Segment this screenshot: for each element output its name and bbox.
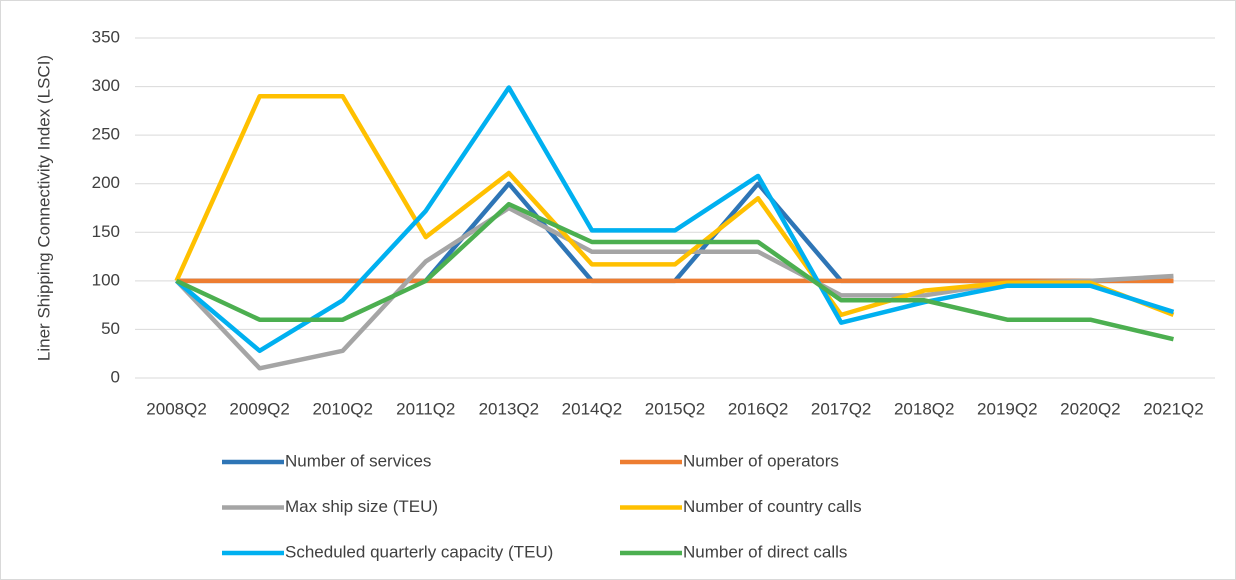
x-tick-label: 2013Q2	[479, 399, 540, 418]
y-tick-label: 0	[111, 367, 120, 386]
x-tick-label: 2019Q2	[977, 399, 1038, 418]
x-tick-label: 2018Q2	[894, 399, 955, 418]
x-tick-label: 2009Q2	[229, 399, 290, 418]
legend-label: Scheduled quarterly capacity (TEU)	[285, 542, 553, 561]
x-tick-label: 2021Q2	[1143, 399, 1204, 418]
x-tick-label: 2020Q2	[1060, 399, 1121, 418]
y-tick-label: 50	[101, 319, 120, 338]
y-tick-label: 250	[92, 125, 120, 144]
line-series	[174, 94, 1175, 318]
x-tick-label: 2011Q2	[396, 399, 455, 418]
y-tick-label: 350	[92, 27, 120, 46]
x-tick-label: 2015Q2	[645, 399, 706, 418]
x-tick-label: 2017Q2	[811, 399, 872, 418]
legend-label: Max ship size (TEU)	[285, 497, 438, 516]
y-axis-title: Liner Shipping Connectivity Index (LSCI)	[34, 55, 53, 361]
y-tick-label: 200	[92, 173, 120, 192]
y-tick-label: 150	[92, 222, 120, 241]
legend-label: Number of direct calls	[683, 542, 847, 561]
line-series	[175, 85, 1175, 354]
x-tick-label: 2010Q2	[312, 399, 373, 418]
legend-label: Number of services	[285, 451, 431, 470]
x-tick-label: 2008Q2	[146, 399, 207, 418]
y-tick-label: 300	[92, 76, 120, 95]
legend-label: Number of country calls	[683, 497, 862, 516]
legend-label: Number of operators	[683, 451, 839, 470]
line-series	[175, 201, 1174, 342]
y-tick-label: 100	[92, 270, 120, 289]
x-tick-label: 2016Q2	[728, 399, 789, 418]
x-tick-label: 2014Q2	[562, 399, 623, 418]
